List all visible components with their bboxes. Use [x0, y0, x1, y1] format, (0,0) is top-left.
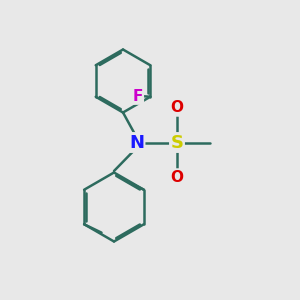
Text: F: F — [133, 89, 143, 104]
Text: S: S — [170, 134, 184, 152]
Text: O: O — [170, 169, 184, 184]
Text: N: N — [129, 134, 144, 152]
Text: O: O — [170, 100, 184, 116]
